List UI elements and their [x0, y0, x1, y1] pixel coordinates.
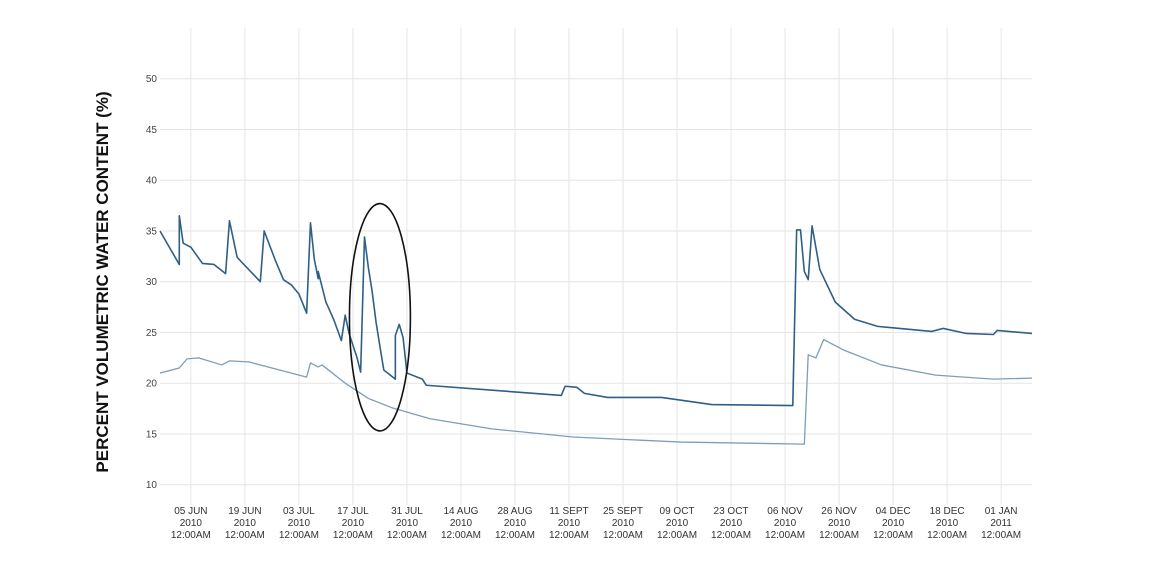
x-tick-label-line: 18 DEC: [930, 506, 965, 517]
series-line-1: [159, 214, 1033, 407]
x-tick-label-line: 2010: [450, 518, 473, 529]
x-tick-label-line: 12:00AM: [171, 530, 211, 541]
x-tick-label-line: 2010: [936, 518, 959, 529]
x-tick-label: 14 AUG 2010 12:00AM: [441, 506, 481, 541]
x-tick-label-line: 2010: [666, 518, 689, 529]
x-tick-label: 23 OCT 2010 12:00AM: [711, 506, 751, 541]
y-axis-label: PERCENT VOLUMETRIC WATER CONTENT (%): [93, 91, 112, 472]
x-tick-label-line: 2010: [558, 518, 581, 529]
x-tick-label-line: 25 SEPT: [603, 506, 643, 517]
x-tick-label-line: 11 SEPT: [549, 506, 588, 517]
x-tick-label-line: 12:00AM: [711, 530, 751, 541]
series-line-2: [159, 338, 1033, 445]
x-tick-label-line: 12:00AM: [441, 530, 481, 541]
x-tick-label-line: 2010: [612, 518, 635, 529]
y-tick-label: 15: [146, 429, 158, 440]
y-tick-label: 50: [146, 74, 158, 85]
x-tick-label-line: 2010: [288, 518, 311, 529]
x-tick-label-line: 2010: [396, 518, 419, 529]
x-tick-label-line: 2011: [990, 518, 1012, 529]
x-tick-label-line: 28 AUG: [497, 506, 532, 517]
x-tick-label-line: 04 DEC: [876, 506, 911, 517]
x-tick-label-line: 06 NOV: [767, 506, 803, 517]
x-tick-label-line: 2010: [234, 518, 257, 529]
x-tick-label-line: 12:00AM: [873, 530, 913, 541]
x-tick-label-line: 12:00AM: [927, 530, 967, 541]
series-lines: [159, 214, 1033, 445]
x-tick-label: 09 OCT 2010 12:00AM: [657, 506, 697, 541]
x-tick-label-line: 26 NOV: [821, 506, 857, 517]
x-tick-label: 04 DEC 2010 12:00AM: [873, 506, 913, 541]
x-tick-label: 25 SEPT 2010 12:00AM: [603, 506, 643, 541]
x-tick-label: 11 SEPT 2010 12:00AM: [549, 506, 589, 541]
x-tick-label: 05 JUN 2010 12:00AM: [171, 506, 211, 541]
x-tick-label-line: 12:00AM: [549, 530, 589, 541]
x-tick-label-line: 14 AUG: [443, 506, 478, 517]
x-tick-label: 01 JAN 2011 12:00AM: [981, 506, 1021, 541]
x-tick-label-line: 03 JUL: [283, 506, 315, 517]
x-tick-label-line: 2010: [180, 518, 203, 529]
y-tick-label: 35: [146, 226, 158, 237]
x-tick-label-line: 2010: [504, 518, 527, 529]
y-tick-label: 25: [146, 328, 158, 339]
y-tick-label: 40: [146, 176, 158, 187]
x-tick-label-line: 12:00AM: [819, 530, 859, 541]
x-tick-label-line: 31 JUL: [391, 506, 423, 517]
x-tick-label-line: 12:00AM: [981, 530, 1021, 541]
x-tick-label: 31 JUL 2010 12:00AM: [387, 506, 427, 541]
annotation-ellipse: [348, 202, 412, 432]
y-tick-label: 45: [146, 125, 158, 136]
x-tick-label-line: 09 OCT: [660, 506, 695, 517]
x-tick-label-line: 2010: [774, 518, 797, 529]
x-tick-label: 17 JUL 2010 12:00AM: [333, 506, 373, 541]
x-tick-label-line: 2010: [828, 518, 851, 529]
x-tick-label-line: 17 JUL: [337, 506, 369, 517]
grid: [160, 28, 1032, 505]
y-tick-label: 20: [146, 379, 158, 390]
x-tick-label-line: 12:00AM: [657, 530, 697, 541]
x-tick-label-line: 12:00AM: [279, 530, 319, 541]
x-tick-label: 19 JUN 2010 12:00AM: [225, 506, 265, 541]
x-tick-label-line: 12:00AM: [387, 530, 427, 541]
x-tick-label-line: 01 JAN: [985, 506, 1018, 517]
x-tick-label-line: 12:00AM: [495, 530, 535, 541]
x-tick-label-line: 19 JUN: [228, 506, 261, 517]
x-tick-label: 18 DEC 2010 12:00AM: [927, 506, 967, 541]
x-tick-label-line: 05 JUN: [174, 506, 207, 517]
y-axis-ticks: 10 15 20 25 30 35 40 45 50: [146, 74, 158, 491]
x-tick-label: 26 NOV 2010 12:00AM: [819, 506, 859, 541]
annotations: [348, 202, 412, 432]
x-tick-label-line: 2010: [342, 518, 365, 529]
y-tick-label: 10: [146, 480, 158, 491]
x-tick-label-line: 12:00AM: [225, 530, 265, 541]
x-tick-label: 06 NOV 2010 12:00AM: [765, 506, 805, 541]
x-tick-label-line: 23 OCT: [714, 506, 749, 517]
y-tick-label: 30: [146, 277, 158, 288]
x-tick-label-line: 12:00AM: [333, 530, 373, 541]
x-tick-label-line: 2010: [882, 518, 905, 529]
x-tick-label: 28 AUG 2010 12:00AM: [495, 506, 535, 541]
x-tick-label-line: 12:00AM: [603, 530, 643, 541]
x-tick-label-line: 2010: [720, 518, 743, 529]
x-tick-label: 03 JUL 2010 12:00AM: [279, 506, 319, 541]
x-tick-label-line: 12:00AM: [765, 530, 805, 541]
